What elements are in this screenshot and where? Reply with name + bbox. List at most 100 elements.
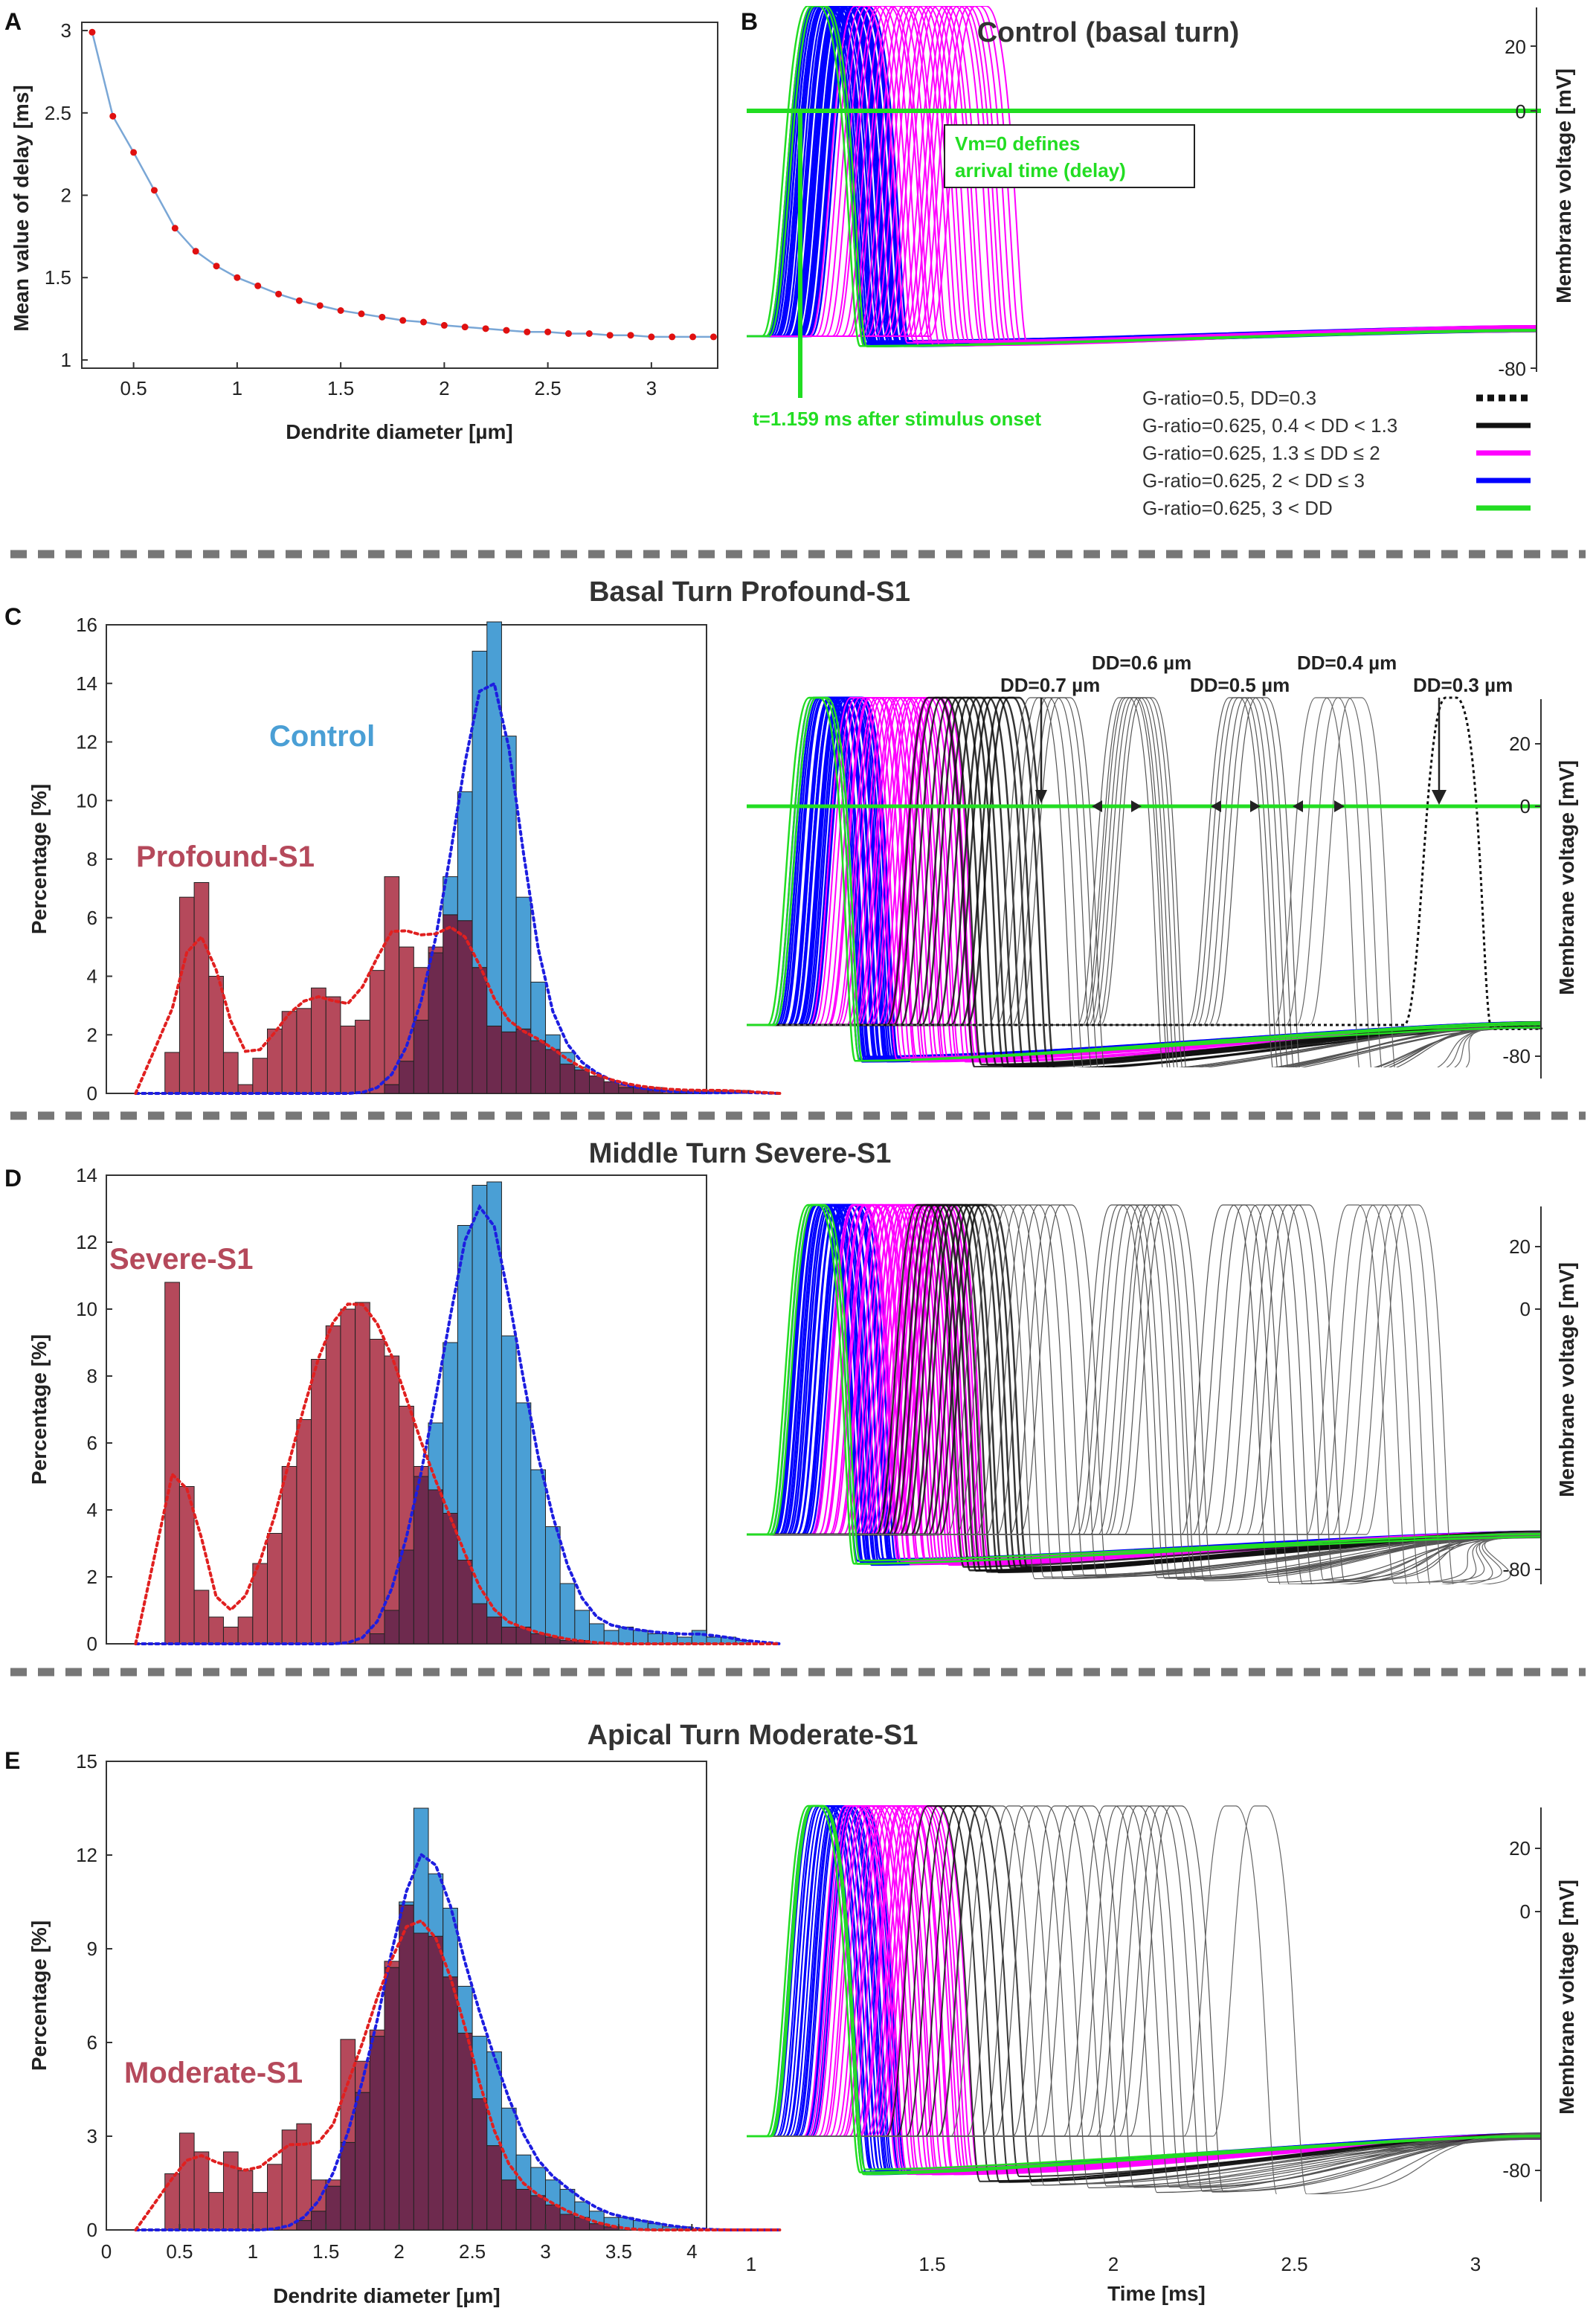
overlap-bar <box>501 1627 517 1645</box>
hist-E-xtick-6: 3 <box>540 2240 550 2263</box>
s1-bar <box>164 1052 180 1094</box>
delay-point <box>171 225 178 232</box>
overlap-bar <box>296 2220 312 2231</box>
a-ytick-1: 1.5 <box>45 266 71 289</box>
control-bar <box>443 1342 458 1514</box>
title-middle-turn: Middle Turn Severe-S1 <box>589 1138 892 1169</box>
overlap-bar <box>589 1075 605 1094</box>
delay-point <box>130 149 138 156</box>
trace-grey <box>747 1805 1542 2186</box>
trace-grey <box>747 1204 1542 1579</box>
trace-grey <box>747 1204 1542 1581</box>
delay-point <box>379 313 386 321</box>
overlap-bar <box>574 1070 591 1094</box>
a-ytick-0: 1 <box>61 349 71 371</box>
trace-green <box>747 6 1537 347</box>
overlap-bar <box>486 2145 502 2231</box>
trace-green <box>747 696 1542 1062</box>
trace-grey <box>747 1204 1542 1584</box>
hist-C-ytick-8: 16 <box>76 614 97 636</box>
trace-green <box>747 696 1542 1062</box>
trace-grey <box>747 1805 1542 2188</box>
s1-bar <box>311 1359 326 1645</box>
control-bar <box>530 981 546 1041</box>
trace-black <box>747 1203 1542 1568</box>
s1-bar <box>384 876 400 1085</box>
overlap-bar <box>311 2211 326 2231</box>
delay-point <box>585 330 593 337</box>
panel-e-xlabel: Dendrite diameter [µm] <box>273 2284 501 2307</box>
trace-grey <box>747 1204 1542 1581</box>
hist-E-ytick-1: 3 <box>87 2125 97 2147</box>
s1-bar <box>296 1008 312 1094</box>
profound-s1-series-label: Profound-S1 <box>136 840 315 873</box>
s1-bar <box>178 896 195 1094</box>
trace-black <box>747 696 1542 1067</box>
hist-E-ytick-4: 12 <box>76 1844 97 1866</box>
control-bar <box>399 1901 414 1906</box>
a-ytick-3: 2.5 <box>45 102 71 124</box>
hist-D-ytick-7: 14 <box>76 1164 97 1186</box>
overlap-bar <box>530 1040 546 1094</box>
trace-grey <box>747 1805 1542 2194</box>
overlap-bar <box>559 2214 576 2231</box>
dd-annotations: DD=0.7 µm DD=0.6 µm DD=0.5 µm DD=0.4 µm … <box>1000 652 1513 812</box>
panel-b-plot: 20 0 -80 Membrane voltage [mV] Control (… <box>747 6 1575 519</box>
overlap-bar <box>544 2204 561 2231</box>
overlap-bar <box>457 2032 473 2231</box>
s1-bar <box>193 882 210 1094</box>
dd-05-label: DD=0.5 µm <box>1190 674 1290 696</box>
hist-D-ytick-0: 0 <box>87 1633 97 1655</box>
panel-e-trace-ylabel: Membrane voltage [mV] <box>1555 1880 1578 2115</box>
panel-c-ylabel: Percentage [%] <box>28 784 51 934</box>
title-apical-turn: Apical Turn Moderate-S1 <box>588 1720 918 1751</box>
delay-point <box>337 307 344 314</box>
overlap-bar <box>384 1084 400 1094</box>
trace-black <box>747 1203 1542 1569</box>
control-density-curve <box>134 1852 782 2231</box>
delay-point <box>192 248 199 255</box>
s1-bar <box>281 1011 297 1094</box>
panel-a-xlabel: Dendrite diameter [µm] <box>286 420 513 443</box>
hist-E-xtick-4: 2 <box>393 2240 404 2263</box>
time-tick-2: 2 <box>1108 2253 1119 2275</box>
control-bar <box>589 1623 605 1645</box>
overlap-bar <box>443 1976 458 2231</box>
trace-grey <box>747 1204 1542 1584</box>
s1-bar <box>325 1325 341 1645</box>
trace-grey <box>747 1805 1542 2192</box>
a-xtick-1: 1 <box>232 377 242 399</box>
s1-bar <box>178 2132 195 2231</box>
overlap-bar <box>530 2195 546 2231</box>
s1-bar <box>267 2164 283 2231</box>
e-trace-ytick-1: 0 <box>1520 1900 1531 1923</box>
overlap-bar <box>544 1636 561 1645</box>
s1-bar <box>237 2170 254 2231</box>
overlap-bar <box>559 1064 576 1094</box>
hist-D-ytick-3: 6 <box>87 1432 97 1454</box>
overlap-bar <box>472 1603 488 1645</box>
s1-bar <box>311 2179 326 2212</box>
hist-E-xtick-3: 1.5 <box>312 2240 339 2263</box>
delay-point <box>482 325 489 332</box>
control-bar <box>486 2051 502 2147</box>
trace-black <box>747 1203 1542 1572</box>
control-bar <box>544 1526 561 1638</box>
hist-D-ytick-1: 2 <box>87 1566 97 1588</box>
panel-b-traces <box>747 6 1537 347</box>
delay-point <box>275 290 283 298</box>
panel-label-e: E <box>4 1747 20 1774</box>
overlap-bar <box>399 1904 414 2231</box>
delay-point <box>524 328 531 335</box>
vm-box-line-1: Vm=0 defines <box>955 132 1080 155</box>
a-xtick-5: 3 <box>646 377 657 399</box>
panel-label-d: D <box>4 1165 22 1192</box>
hist-C-ytick-5: 10 <box>76 789 97 811</box>
s1-density-curve <box>134 925 782 1095</box>
hist-D-ytick-5: 10 <box>76 1298 97 1320</box>
panel-b-title: Control (basal turn) <box>977 17 1240 48</box>
control-bar <box>501 1335 517 1627</box>
delay-point <box>440 321 448 329</box>
dd-04-label: DD=0.4 µm <box>1297 652 1397 674</box>
